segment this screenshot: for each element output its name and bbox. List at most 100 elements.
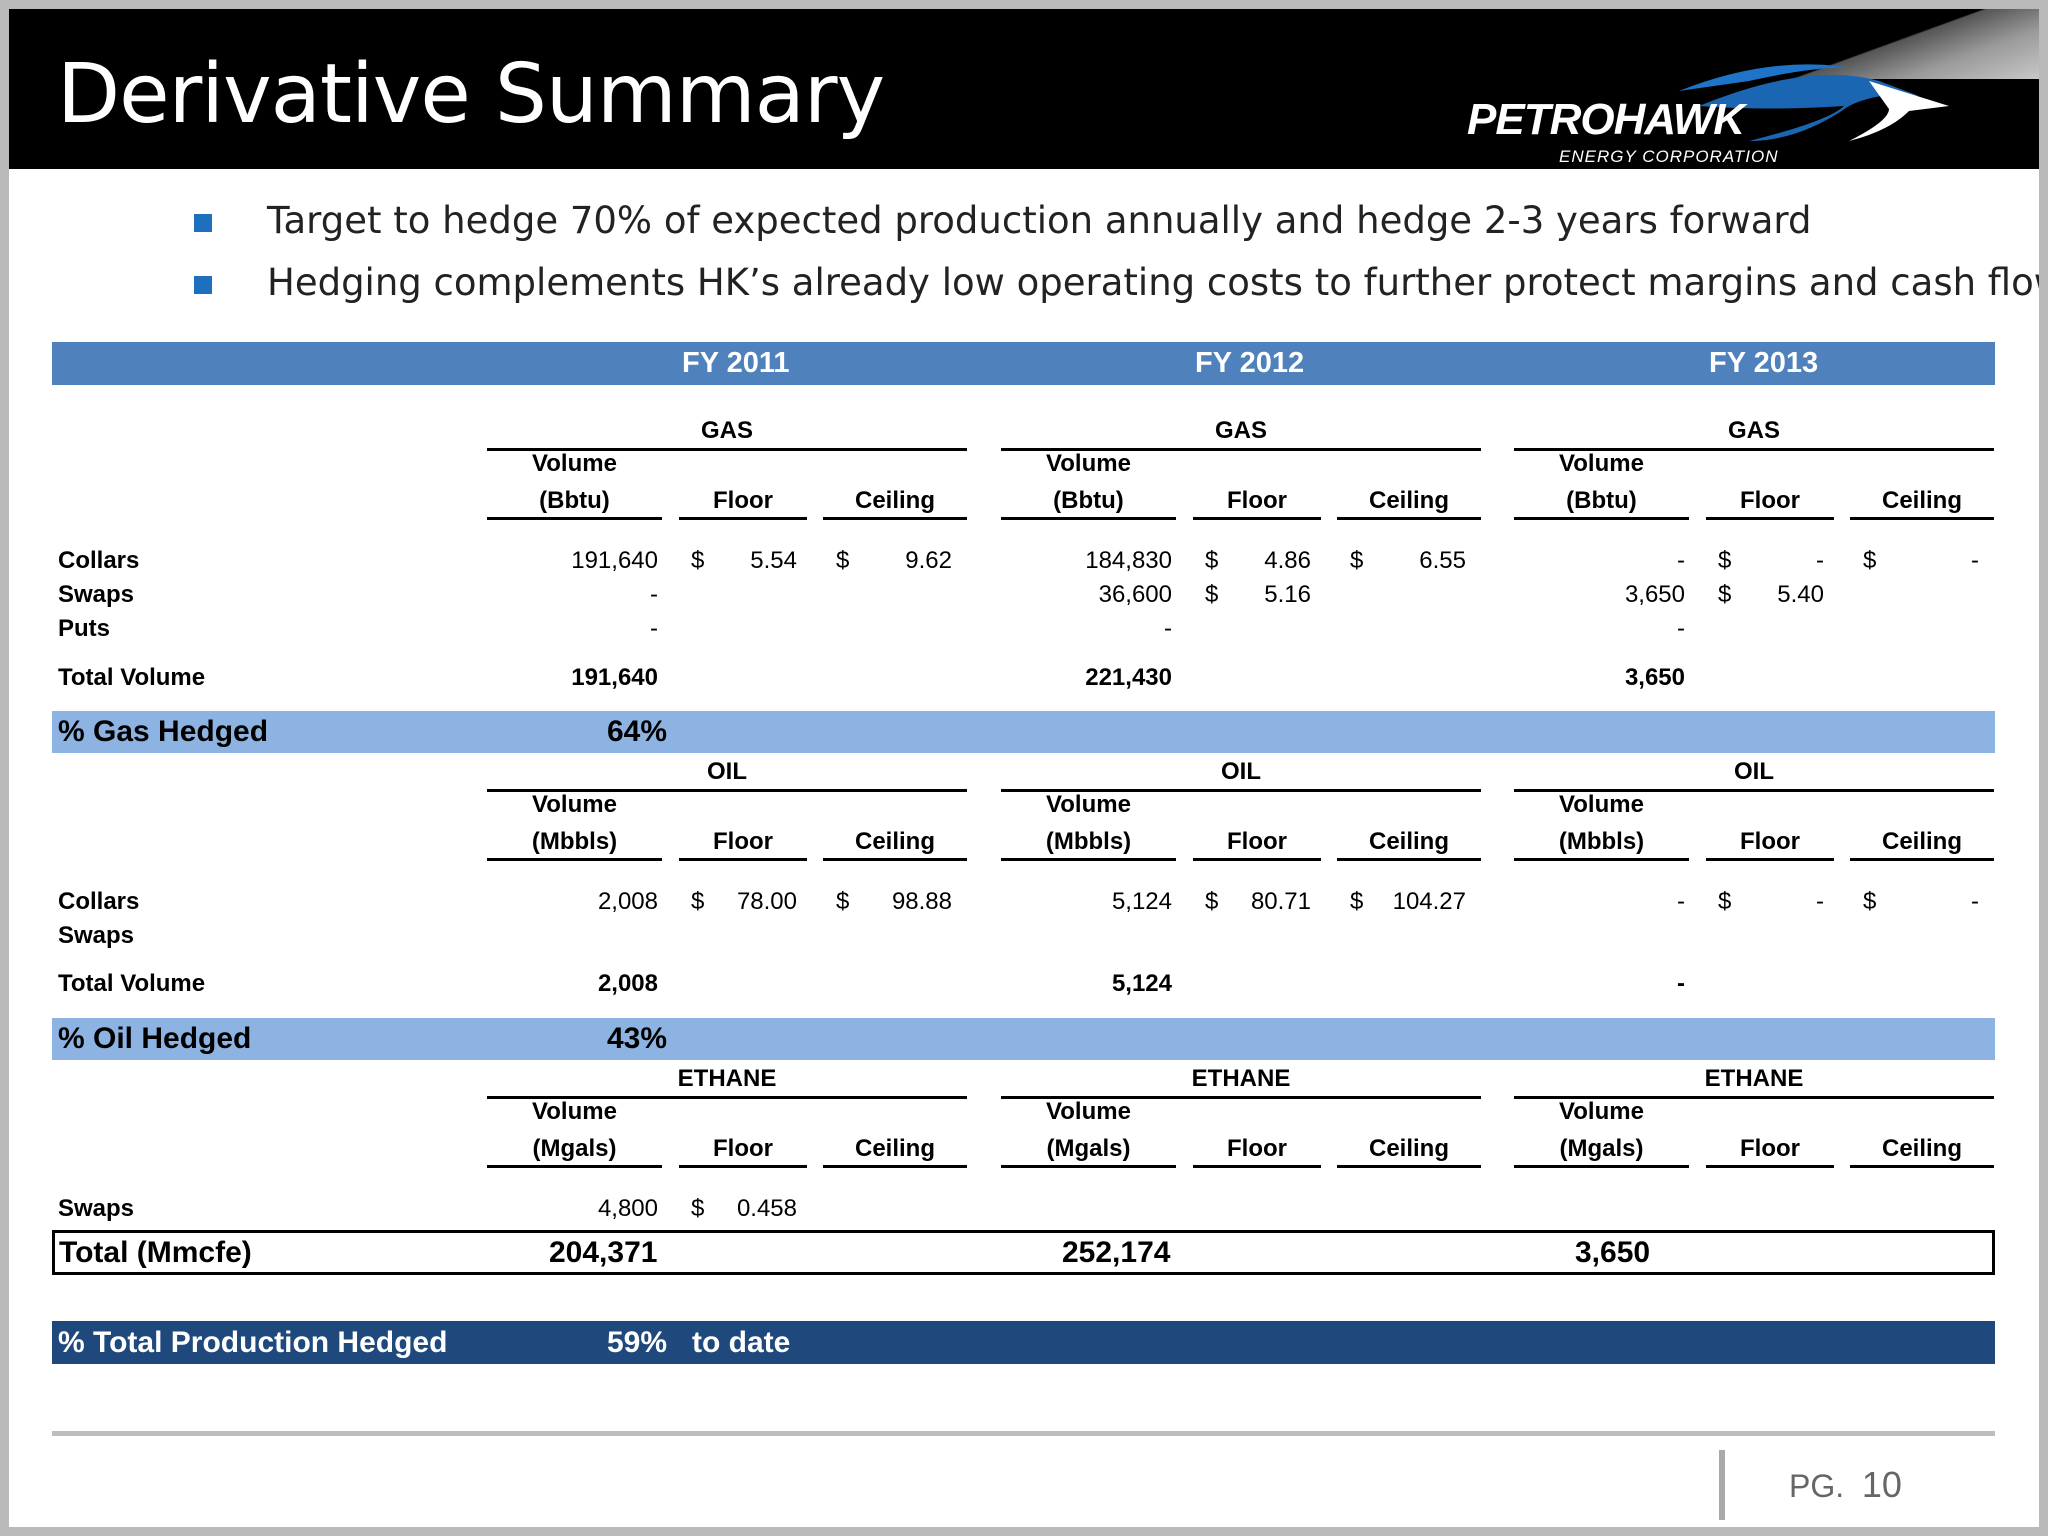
gas-ceiling-label: Ceiling xyxy=(854,487,935,514)
ethane-floor-label: Floor xyxy=(1227,1135,1287,1162)
floor-value: 80.71 xyxy=(1250,888,1311,915)
gas-volume-label: Volume xyxy=(532,450,617,477)
floor-value: - xyxy=(1816,888,1824,915)
gas-column-rule xyxy=(1193,517,1321,520)
ceiling-value: - xyxy=(1971,888,1979,915)
oil-section-rule xyxy=(1514,789,1994,792)
gas-column-rule xyxy=(487,517,662,520)
total-volume-value: 2,008 xyxy=(597,970,658,997)
floor-value: - xyxy=(1816,547,1824,574)
oil-section-label: OIL xyxy=(1734,758,1774,785)
total-volume-value: - xyxy=(1677,970,1685,997)
gas-column-rule xyxy=(1514,517,1689,520)
oil-section-rule xyxy=(1001,789,1481,792)
volume-value: - xyxy=(650,581,658,608)
year-label: FY 2012 xyxy=(1195,347,1305,379)
ethane-volume-unit-label: (Mgals) xyxy=(1559,1135,1644,1162)
production-hedged-label: % Total Production Hedged xyxy=(58,1326,448,1359)
ethane-section-rule xyxy=(1514,1096,1994,1099)
oil-column-rule xyxy=(1001,858,1176,861)
ceiling-currency: $ xyxy=(1350,888,1364,915)
logo-subtitle: ENERGY CORPORATION xyxy=(1559,147,1779,166)
floor-currency: $ xyxy=(691,547,705,574)
ceiling-currency: $ xyxy=(836,888,850,915)
total-volume-value: 3,650 xyxy=(1624,664,1685,691)
oil-volume-label: Volume xyxy=(532,791,617,818)
floor-value: 0.458 xyxy=(736,1195,797,1222)
hedged-label: % Oil Hedged xyxy=(58,1022,252,1055)
ceiling-currency: $ xyxy=(1350,547,1364,574)
floor-value: 5.54 xyxy=(750,547,797,574)
ethane-section-rule xyxy=(487,1096,967,1099)
oil-ceiling-label: Ceiling xyxy=(854,828,935,855)
floor-currency: $ xyxy=(1718,581,1732,608)
floor-value: 4.86 xyxy=(1264,547,1311,574)
ceiling-value: 104.27 xyxy=(1392,888,1466,915)
square-bullet-icon xyxy=(194,276,212,294)
gas-column-rule xyxy=(1706,517,1834,520)
year-label: FY 2013 xyxy=(1709,347,1819,379)
ethane-floor-label: Floor xyxy=(1740,1135,1800,1162)
volume-value: - xyxy=(1164,615,1172,642)
footer-divider xyxy=(52,1431,1995,1436)
ceiling-value: - xyxy=(1971,547,1979,574)
ethane-section-label: ETHANE xyxy=(1704,1065,1804,1092)
year-label: FY 2011 xyxy=(682,347,790,379)
gas-column-rule xyxy=(679,517,807,520)
total-volume-value: 221,430 xyxy=(1085,664,1172,691)
ethane-volume-label: Volume xyxy=(1046,1098,1131,1125)
header-bar: Derivative Summary PETROHAWK ENERGY CORP… xyxy=(9,9,2039,169)
oil-column-rule xyxy=(487,858,662,861)
ethane-floor-label: Floor xyxy=(713,1135,773,1162)
floor-currency: $ xyxy=(691,1195,705,1222)
floor-currency: $ xyxy=(1205,888,1219,915)
production-hedged-suffix: to date xyxy=(692,1326,791,1359)
oil-volume-label: Volume xyxy=(1559,791,1644,818)
row-label: Swaps xyxy=(58,1195,135,1222)
ceiling-currency: $ xyxy=(1863,547,1877,574)
gas-hedged-band: % Gas Hedged 64% xyxy=(52,711,1995,753)
page-title: Derivative Summary xyxy=(57,47,885,142)
total-mmcfe-value: 252,174 xyxy=(1062,1236,1171,1269)
floor-value: 5.16 xyxy=(1264,581,1311,608)
volume-value: 3,650 xyxy=(1624,581,1685,608)
total-volume-value: 5,124 xyxy=(1111,970,1172,997)
gas-floor-label: Floor xyxy=(1227,487,1287,514)
row-label: Swaps xyxy=(58,581,135,608)
bullet-text: Target to hedge 70% of expected producti… xyxy=(267,199,1812,242)
gas-ceiling-label: Ceiling xyxy=(1881,487,1962,514)
total-mmcfe-row: Total (Mmcfe) 204,371 252,174 3,650 xyxy=(52,1230,1995,1275)
floor-value: 78.00 xyxy=(736,888,797,915)
ethane-section-label: ETHANE xyxy=(1191,1065,1291,1092)
ethane-column-rule xyxy=(1193,1165,1321,1168)
gas-section-rule xyxy=(487,448,967,451)
ethane-volume-label: Volume xyxy=(532,1098,617,1125)
gas-volume-unit-label: (Bbtu) xyxy=(1053,487,1124,514)
floor-currency: $ xyxy=(1205,547,1219,574)
ceiling-value: 9.62 xyxy=(905,547,952,574)
volume-value: - xyxy=(650,615,658,642)
oil-section-rule xyxy=(487,789,967,792)
ethane-column-rule xyxy=(487,1165,662,1168)
oil-column-rule xyxy=(1706,858,1834,861)
gas-volume-unit-label: (Bbtu) xyxy=(539,487,610,514)
ethane-column-rule xyxy=(823,1165,967,1168)
company-logo: PETROHAWK ENERGY CORPORATION xyxy=(1449,51,1969,171)
oil-hedged-band: % Oil Hedged 43% xyxy=(52,1018,1995,1060)
oil-floor-label: Floor xyxy=(1740,828,1800,855)
gas-ceiling-label: Ceiling xyxy=(1368,487,1449,514)
logo-hawk-icon xyxy=(1679,64,1949,141)
total-mmcfe-value: 204,371 xyxy=(549,1236,658,1269)
oil-volume-unit-label: (Mbbls) xyxy=(531,828,618,855)
ethane-section-rule xyxy=(1001,1096,1481,1099)
volume-value: 5,124 xyxy=(1111,888,1172,915)
row-label: Swaps xyxy=(58,922,135,949)
ethane-column-rule xyxy=(1337,1165,1481,1168)
volume-value: 184,830 xyxy=(1085,547,1172,574)
oil-ceiling-label: Ceiling xyxy=(1881,828,1962,855)
hedged-percent: 64% xyxy=(607,715,668,748)
ethane-column-rule xyxy=(1706,1165,1834,1168)
ethane-ceiling-label: Ceiling xyxy=(1368,1135,1449,1162)
floor-currency: $ xyxy=(1205,581,1219,608)
logo-wordmark: PETROHAWK xyxy=(1467,95,1745,144)
